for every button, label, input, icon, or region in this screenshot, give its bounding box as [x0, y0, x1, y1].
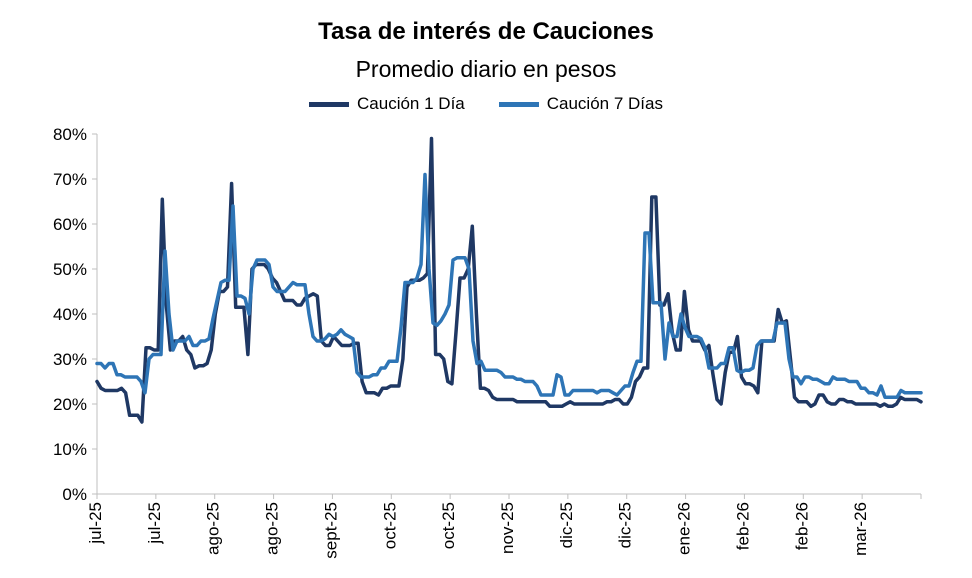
y-tick-label: 70% — [53, 170, 87, 189]
x-tick-label: nov-25 — [498, 502, 517, 554]
x-tick-label: oct-25 — [380, 502, 399, 549]
y-tick-label: 20% — [53, 395, 87, 414]
y-tick-label: 30% — [53, 350, 87, 369]
x-tick-label: dic-25 — [557, 502, 576, 548]
x-axis: jul-25 jul-25 ago-25 ago-25 sept-25 oct-25 oct… — [86, 493, 922, 559]
y-tick-label: 0% — [62, 485, 87, 504]
x-tick-label: jul-25 — [86, 502, 105, 545]
y-tick-label: 40% — [53, 305, 87, 324]
legend-item-caucion-1-dia: Caución 1 Día — [309, 94, 465, 114]
y-tick-label: 60% — [53, 215, 87, 234]
x-tick-label: sept-25 — [321, 502, 340, 559]
legend-label-caucion-7-dias: Caución 7 Días — [546, 94, 663, 113]
legend-label-caucion-1-dia: Caución 1 Día — [357, 94, 465, 113]
legend-swatch-caucion-7-dias — [498, 101, 539, 107]
y-tick-label: 10% — [53, 440, 87, 459]
y-tick-label: 80% — [53, 125, 87, 144]
x-tick-label: ago-25 — [263, 502, 282, 555]
x-tick-label: jul-25 — [145, 502, 164, 545]
y-axis: 0% 10% 20% 30% 40% 50% 60% 70% 80% — [53, 125, 98, 504]
legend-swatch-caucion-1-dia — [309, 101, 350, 107]
x-tick-label: ago-25 — [204, 502, 223, 555]
x-tick-label: oct-25 — [439, 502, 458, 549]
y-tick-label: 50% — [53, 260, 87, 279]
x-tick-label: ene-26 — [675, 502, 694, 555]
x-tick-label: feb-26 — [733, 502, 752, 550]
x-tick-label: mar-26 — [851, 502, 870, 556]
x-tick-label: dic-25 — [616, 502, 635, 548]
chart-title: Tasa de interés de Cauciones — [318, 18, 654, 45]
series-line-caucion-7-dias — [95, 172, 923, 400]
series-lines — [95, 136, 923, 424]
chart-legend: Caución 1 Día Caución 7 Días — [0, 94, 972, 114]
chart-subtitle: Promedio diario en pesos — [355, 56, 617, 82]
x-tick-label: feb-26 — [792, 502, 811, 550]
legend-item-caucion-7-dias: Caución 7 Días — [498, 94, 663, 114]
